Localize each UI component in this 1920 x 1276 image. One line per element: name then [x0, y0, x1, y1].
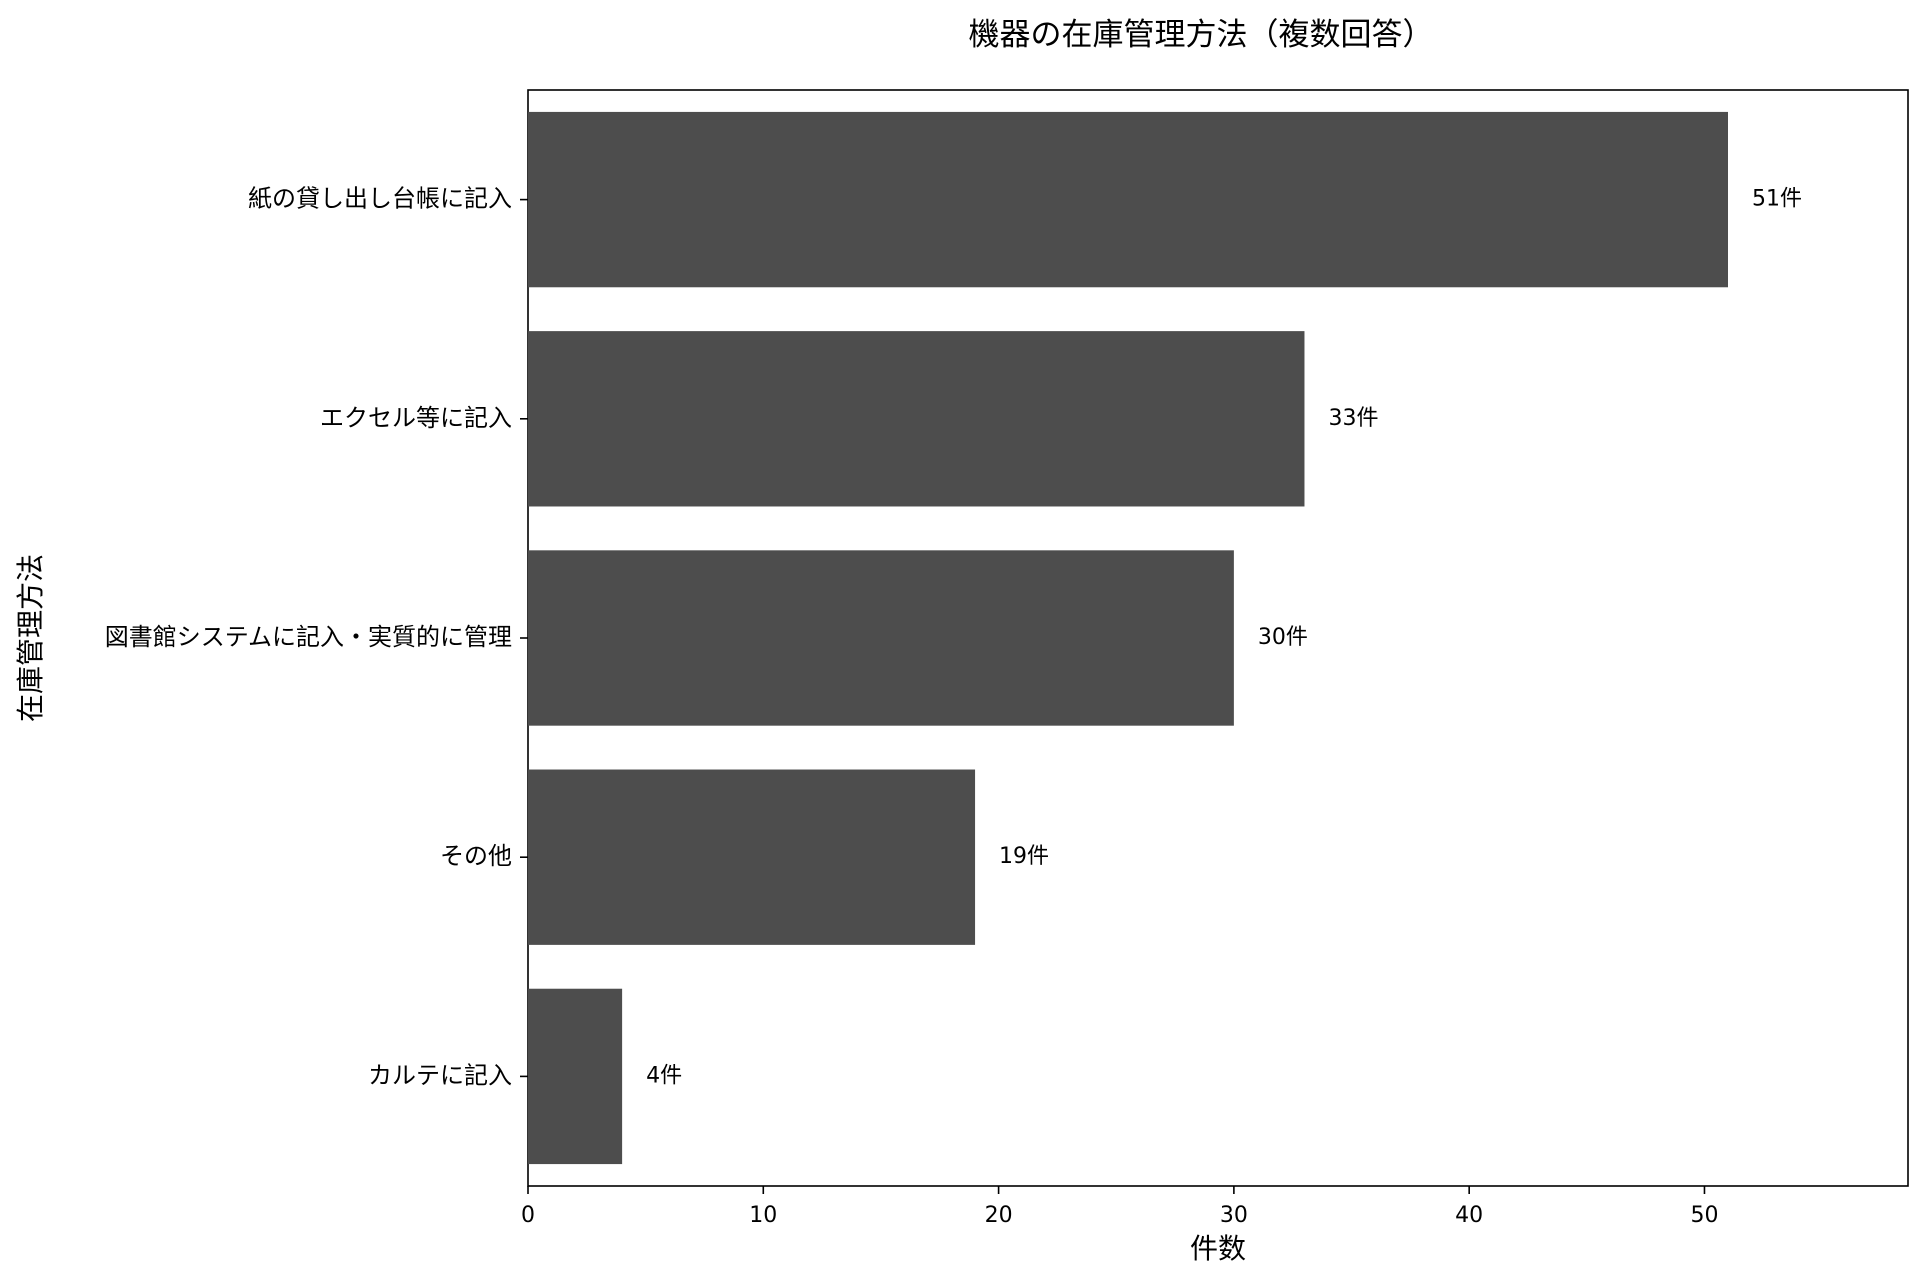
x-tick-label: 20: [985, 1203, 1013, 1228]
bar-data-label: 30件: [1258, 625, 1308, 650]
x-tick-label: 10: [749, 1203, 777, 1228]
bar-data-label: 33件: [1328, 406, 1378, 431]
bar: [528, 111, 1728, 288]
bar: [528, 988, 623, 1165]
y-tick-label: カルテに記入: [368, 1061, 512, 1089]
x-tick-label: 0: [521, 1203, 535, 1228]
bars: 51件 33件 30件 19件 4件: [528, 111, 1802, 1165]
x-tick-label: 50: [1690, 1203, 1718, 1228]
bar-data-label: 19件: [999, 844, 1049, 869]
y-tick-label: エクセル等に記入: [320, 404, 512, 432]
y-axis-label: 在庫管理方法: [14, 554, 47, 722]
y-tick-label: その他: [440, 842, 512, 870]
y-axis-ticks: 紙の貸し出し台帳に記入エクセル等に記入図書館システムに記入・実質的に管理その他カ…: [105, 185, 528, 1089]
bar: [528, 550, 1234, 726]
x-axis-label: 件数: [1190, 1232, 1246, 1265]
chart-title: 機器の在庫管理方法（複数回答）: [969, 17, 1434, 53]
x-tick-label: 30: [1220, 1203, 1248, 1228]
y-tick-label: 紙の貸し出し台帳に記入: [248, 185, 512, 213]
x-tick-label: 40: [1455, 1203, 1483, 1228]
bar-data-label: 51件: [1752, 187, 1802, 212]
y-tick-label: 図書館システムに記入・実質的に管理: [105, 623, 512, 651]
bar-data-label: 4件: [646, 1063, 682, 1088]
bar: [528, 331, 1305, 507]
x-axis-ticks: 0 10 20 30 40 50: [521, 1186, 1718, 1228]
bar: [528, 769, 976, 945]
